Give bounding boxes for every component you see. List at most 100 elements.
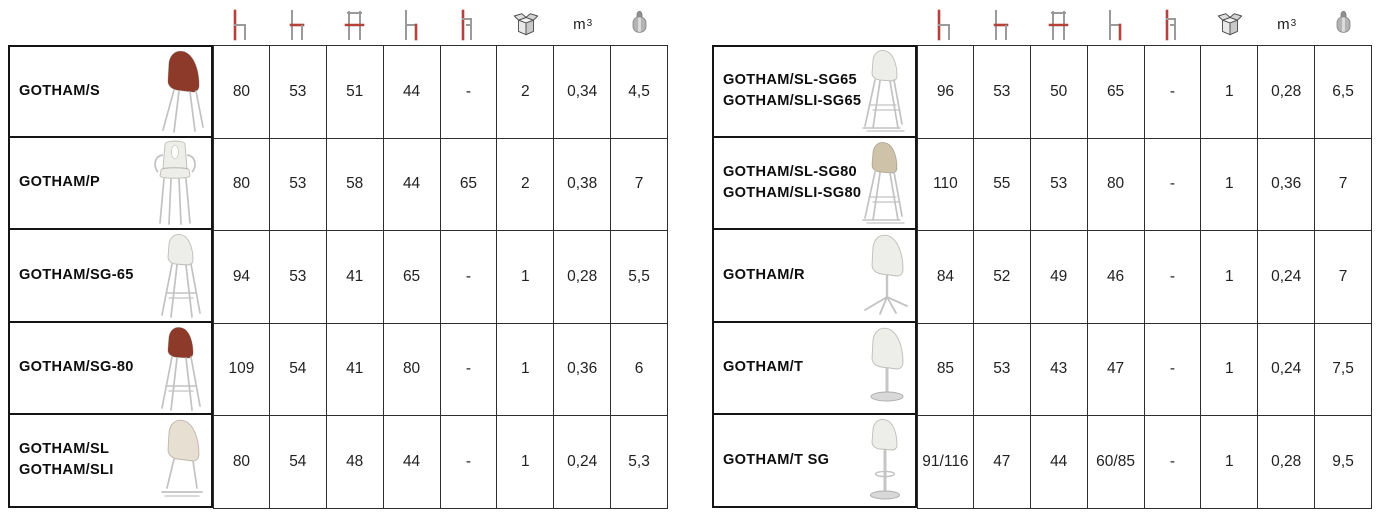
product-name: GOTHAM/R <box>723 266 805 283</box>
spec-value-height: 110 <box>917 138 974 231</box>
chair-width-icon <box>1031 8 1088 45</box>
product-cell: GOTHAM/R <box>712 230 917 323</box>
chair-illustration <box>862 141 905 224</box>
chair-illustration <box>862 50 905 132</box>
spec-value-width: 58 <box>326 138 384 231</box>
spec-value-weight: 5,5 <box>611 231 668 324</box>
spec-value-width: 51 <box>326 46 384 139</box>
spec-value-seat_height: 65 <box>1087 46 1145 139</box>
product-photo <box>140 416 210 504</box>
product-cell: GOTHAM/SL-SG80 GOTHAM/SLI-SG80 <box>712 137 917 230</box>
spec-value-seat_height: 65 <box>383 231 441 324</box>
product-cell: GOTHAM/SL-SG65 GOTHAM/SLI-SG65 <box>712 45 917 138</box>
spec-value-weight: 9,5 <box>1315 416 1372 509</box>
spec-value-depth: 55 <box>973 138 1031 231</box>
spec-value-pieces_per_box: 1 <box>1201 231 1259 324</box>
product-name-column: GOTHAM/S GOTHAM/P GOTHAM/SG-65 GOTHAM/SG-80… <box>8 45 213 509</box>
chair-total-height-icon <box>213 8 270 45</box>
chair-illustration <box>864 235 908 316</box>
product-name: GOTHAM/SL-SG65 <box>723 72 857 89</box>
spec-value-height: 84 <box>917 231 974 324</box>
spec-value-seat_height: 44 <box>383 46 441 139</box>
product-name-block: GOTHAM/S <box>10 81 100 102</box>
chair-illustration <box>162 51 204 134</box>
spec-value-pieces_per_box: 1 <box>1201 138 1259 231</box>
spec-value-seat_height: 44 <box>383 416 441 509</box>
spec-value-height: 94 <box>213 231 270 324</box>
spec-value-seat_height: 80 <box>1087 138 1145 231</box>
spec-value-height: 91/116 <box>917 416 974 509</box>
product-photo <box>140 47 210 135</box>
spec-value-armrest_height: - <box>1144 231 1202 324</box>
spec-value-volume: 0,36 <box>1258 138 1316 231</box>
spec-value-height: 109 <box>213 323 270 416</box>
chair-armrest-height-icon <box>441 8 498 45</box>
spec-value-weight: 7 <box>1315 138 1372 231</box>
spec-value-armrest_height: 65 <box>440 138 498 231</box>
chair-width-icon <box>327 8 384 45</box>
spec-value-depth: 53 <box>973 323 1031 416</box>
product-name: GOTHAM/P <box>19 174 101 191</box>
spec-table-left: m 3 GOTHAM/S GOTHAM/P GOTHAM/SG-65 GOTHAM/SG-… <box>8 8 668 509</box>
product-name: GOTHAM/SL <box>19 441 110 458</box>
product-name: GOTHAM/SL-SG80 <box>723 163 857 180</box>
product-name-block: GOTHAM/P <box>10 172 100 193</box>
product-name: GOTHAM/SG-65 <box>19 266 134 283</box>
spec-value-pieces_per_box: 1 <box>1201 46 1259 139</box>
spec-value-volume: 0,28 <box>554 231 612 324</box>
chair-seat-height-icon <box>1088 8 1145 45</box>
spec-value-depth: 53 <box>269 46 327 139</box>
packaging-box-icon <box>497 8 554 45</box>
spec-value-volume: 0,24 <box>1258 231 1316 324</box>
spec-value-volume: 0,34 <box>554 46 612 139</box>
chair-illustration <box>161 234 201 319</box>
spec-value-weight: 6 <box>611 323 668 416</box>
spec-value-depth: 53 <box>269 138 327 231</box>
product-photo <box>140 139 210 227</box>
product-name: GOTHAM/S <box>19 82 101 99</box>
spec-value-seat_height: 80 <box>383 323 441 416</box>
spec-value-width: 41 <box>326 323 384 416</box>
volume-unit-exponent: 3 <box>1290 18 1297 29</box>
product-name-block: GOTHAM/SL-SG65 GOTHAM/SLI-SG65 <box>714 70 861 112</box>
product-name-column: GOTHAM/SL-SG65 GOTHAM/SLI-SG65 GOTHAM/SL-S… <box>712 45 917 509</box>
spec-value-pieces_per_box: 1 <box>1201 416 1259 509</box>
spec-value-seat_height: 60/85 <box>1087 416 1145 509</box>
product-name-block: GOTHAM/SG-65 <box>10 265 134 286</box>
chair-total-height-icon <box>917 8 974 45</box>
header-name-spacer <box>8 8 213 45</box>
chair-illustration <box>161 326 201 411</box>
spec-value-height: 80 <box>213 46 270 139</box>
spec-value-volume: 0,36 <box>554 323 612 416</box>
spec-value-armrest_height: - <box>440 416 498 509</box>
spec-value-armrest_height: - <box>1144 46 1202 139</box>
spec-value-armrest_height: - <box>1144 138 1202 231</box>
table-body: GOTHAM/SL-SG65 GOTHAM/SLI-SG65 GOTHAM/SL-S… <box>712 45 1372 509</box>
spec-value-seat_height: 46 <box>1087 231 1145 324</box>
spec-value-weight: 4,5 <box>611 46 668 139</box>
spec-value-width: 43 <box>1030 323 1088 416</box>
product-name-block: GOTHAM/T SG <box>714 450 829 471</box>
packaging-box-icon <box>1201 8 1258 45</box>
chair-depth-icon <box>270 8 327 45</box>
spec-value-weight: 7 <box>1315 231 1372 324</box>
spec-value-pieces_per_box: 2 <box>497 138 555 231</box>
product-cell: GOTHAM/SL GOTHAM/SLI <box>8 415 213 508</box>
spec-value-weight: 5,3 <box>611 416 668 509</box>
product-name: GOTHAM/SLI <box>19 462 114 479</box>
product-photo <box>140 231 210 319</box>
spec-value-seat_height: 47 <box>1087 323 1145 416</box>
product-name: GOTHAM/SG-80 <box>19 359 134 376</box>
spec-value-height: 80 <box>213 138 270 231</box>
volume-unit-text: m <box>1277 15 1290 33</box>
spec-value-armrest_height: - <box>1144 416 1202 509</box>
spec-value-width: 48 <box>326 416 384 509</box>
spec-value-armrest_height: - <box>1144 323 1202 416</box>
product-name-block: GOTHAM/SL GOTHAM/SLI <box>10 439 114 481</box>
product-photo <box>844 231 914 319</box>
